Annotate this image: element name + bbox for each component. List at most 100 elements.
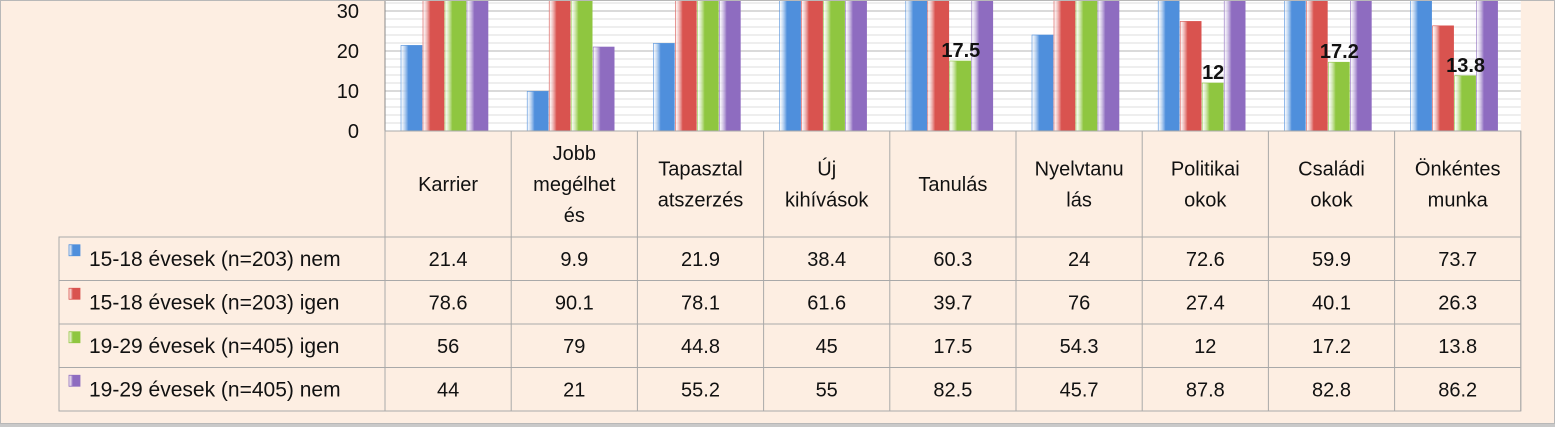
bar — [1053, 1, 1076, 132]
bar — [422, 1, 445, 132]
legend-label: 19-29 évesek (n=405) igen — [89, 335, 339, 358]
bar — [466, 1, 489, 132]
table-cell: 17.5 — [933, 336, 972, 358]
data-label: 13.8 — [1446, 55, 1485, 77]
table-cell: 13.8 — [1438, 336, 1477, 358]
bar — [653, 43, 675, 132]
data-label: 17.2 — [1320, 41, 1359, 63]
table-cell: 21.9 — [681, 249, 720, 271]
legend-label: 19-29 évesek (n=405) nem — [89, 378, 341, 401]
bar — [444, 1, 467, 132]
category-label: Családi — [1298, 159, 1365, 181]
category-label: okok — [1310, 190, 1353, 212]
bar — [845, 1, 867, 132]
table-cell: 79 — [563, 336, 585, 358]
bar — [1223, 1, 1246, 132]
category-label: munka — [1428, 190, 1489, 212]
table-cell: 78.6 — [429, 292, 468, 314]
bar — [1179, 21, 1202, 132]
table-cell: 26.3 — [1438, 292, 1477, 314]
bar — [1075, 1, 1098, 132]
category-label: lás — [1066, 190, 1092, 212]
bar — [1410, 1, 1432, 132]
table-cell: 86.2 — [1438, 379, 1477, 401]
bar — [570, 1, 593, 132]
table-cell: 12 — [1194, 336, 1216, 358]
category-label: Tanulás — [918, 174, 987, 196]
y-tick-label: 20 — [337, 41, 359, 63]
bar — [1157, 1, 1180, 132]
table-cell: 55.2 — [681, 379, 720, 401]
table-cell: 90.1 — [555, 292, 594, 314]
bar — [548, 1, 571, 132]
table-cell: 78.1 — [681, 292, 720, 314]
table-cell: 40.1 — [1312, 292, 1351, 314]
legend-swatch — [68, 244, 81, 257]
bar — [1097, 1, 1120, 132]
category-label: és — [564, 205, 585, 227]
bar — [1031, 34, 1054, 132]
table-cell: 17.2 — [1312, 336, 1351, 358]
table-cell: 82.8 — [1312, 379, 1351, 401]
category-label: Karrier — [418, 174, 478, 196]
bar — [823, 1, 845, 132]
legend-swatch — [68, 374, 81, 387]
bar — [1350, 1, 1372, 132]
bar — [905, 1, 928, 132]
table-cell: 55 — [816, 379, 838, 401]
category-label: Nyelvtanu — [1035, 159, 1124, 181]
table-cell: 45.7 — [1060, 379, 1099, 401]
table-cell: 76 — [1068, 292, 1090, 314]
category-label: Tapasztal — [658, 159, 743, 181]
y-tick-label: 10 — [337, 81, 359, 103]
y-tick-label: 30 — [337, 1, 359, 23]
table-cell: 82.5 — [933, 379, 972, 401]
bar — [1306, 1, 1328, 132]
legend-label: 15-18 évesek (n=203) nem — [89, 248, 341, 271]
table-cell: 59.9 — [1312, 249, 1351, 271]
legend-swatch — [68, 331, 81, 344]
table-cell: 72.6 — [1186, 249, 1225, 271]
table-cell: 56 — [437, 336, 459, 358]
table-cell: 21 — [563, 379, 585, 401]
bar — [592, 46, 615, 132]
table-cell: 73.7 — [1438, 249, 1477, 271]
category-label: kihívások — [785, 190, 869, 212]
category-label: megélhet — [533, 174, 616, 196]
bar — [1201, 82, 1224, 132]
bar — [779, 1, 801, 132]
y-tick-label: 0 — [348, 121, 359, 143]
table-cell: 45 — [816, 336, 838, 358]
bar — [526, 91, 549, 132]
bar — [1432, 25, 1454, 132]
category-label: Jobb — [553, 143, 596, 165]
table-cell: 27.4 — [1186, 292, 1225, 314]
table-cell: 60.3 — [933, 249, 972, 271]
legend-swatch — [68, 287, 81, 300]
table-cell: 24 — [1068, 249, 1090, 271]
bar — [400, 45, 423, 132]
table-cell: 54.3 — [1060, 336, 1099, 358]
category-label: Önkéntes — [1415, 159, 1501, 181]
bar — [949, 60, 972, 132]
bar — [1328, 61, 1350, 132]
table-cell: 21.4 — [429, 249, 468, 271]
table-cell: 39.7 — [933, 292, 972, 314]
category-label: okok — [1184, 190, 1227, 212]
table-cell: 61.6 — [807, 292, 846, 314]
table-cell: 44.8 — [681, 336, 720, 358]
table-cell: 87.8 — [1186, 379, 1225, 401]
bar — [719, 1, 741, 132]
table-cell: 44 — [437, 379, 459, 401]
category-label: Politikai — [1171, 159, 1240, 181]
bar — [675, 1, 697, 132]
bar — [1284, 1, 1306, 132]
bar — [927, 1, 950, 132]
bar — [697, 1, 719, 132]
category-label: Új — [817, 158, 836, 181]
bar — [1454, 75, 1476, 132]
table-cell: 38.4 — [807, 249, 846, 271]
data-label: 12 — [1202, 62, 1224, 84]
